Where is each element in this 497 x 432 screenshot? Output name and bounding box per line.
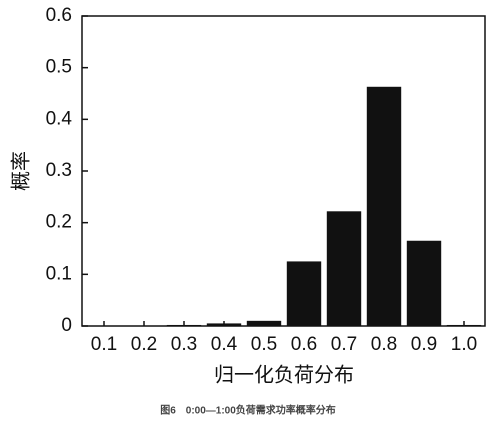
caption: 图6 0:00—1:00负荷需求功率概率分布 [160,404,336,417]
bar [406,240,442,326]
y-tick-label: 0.5 [46,57,72,78]
bar [366,86,402,327]
y-tick-label: 0 [61,315,72,336]
bar [206,323,242,326]
y-tick-label: 0.4 [46,108,73,129]
y-tick-label: 0.3 [46,160,72,181]
y-axis-title: 概率 [9,151,32,191]
x-tick-label: 0.4 [211,334,238,355]
bar [286,261,322,326]
bar [326,211,362,326]
bar [446,324,482,326]
x-tick-label: 0.3 [171,334,197,355]
x-tick-label: 0.8 [371,334,397,355]
y-tick-label: 0.1 [46,263,72,284]
x-tick-label: 0.2 [131,334,157,355]
x-tick-label: 0.1 [91,334,117,355]
x-axis-title: 归一化负荷分布 [214,363,354,386]
y-tick-label: 0.2 [46,212,72,233]
bar [246,320,282,326]
y-tick-label: 0.6 [46,5,72,26]
x-tick-label: 0.9 [411,334,437,355]
x-tick-label: 0.5 [251,334,277,355]
x-tick-label: 1.0 [451,334,477,355]
bar [166,324,202,326]
x-tick-label: 0.7 [331,334,357,355]
x-tick-label: 0.6 [291,334,317,355]
